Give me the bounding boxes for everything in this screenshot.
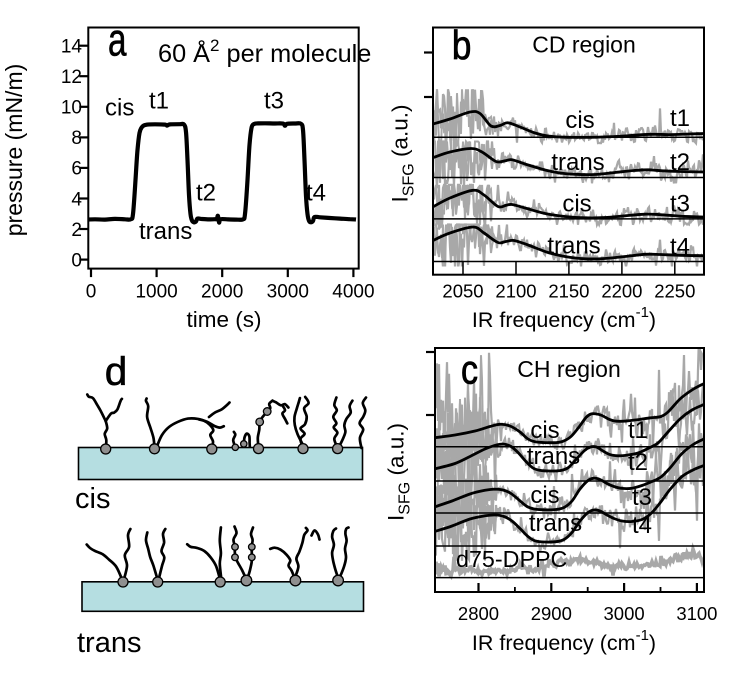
svg-text:time (s): time (s) [187, 307, 262, 332]
svg-text:t3: t3 [632, 484, 652, 511]
svg-text:t2: t2 [628, 449, 648, 476]
svg-text:cis: cis [565, 107, 594, 134]
svg-text:cis: cis [530, 482, 559, 509]
svg-text:cis: cis [562, 191, 591, 218]
svg-text:trans: trans [551, 149, 604, 176]
svg-text:trans: trans [529, 510, 582, 537]
svg-text:t1: t1 [628, 417, 648, 444]
svg-text:8: 8 [71, 128, 82, 149]
svg-text:t1: t1 [149, 88, 169, 115]
svg-text:0: 0 [86, 282, 97, 303]
svg-text:t4: t4 [306, 180, 326, 207]
svg-text:t1: t1 [670, 105, 690, 132]
svg-text:4: 4 [71, 189, 82, 210]
svg-text:10: 10 [61, 98, 82, 119]
svg-text:12: 12 [61, 67, 82, 88]
svg-text:CH region: CH region [517, 356, 621, 382]
svg-text:2: 2 [71, 220, 82, 241]
svg-text:3000: 3000 [604, 603, 645, 624]
svg-text:c: c [461, 347, 478, 393]
svg-text:t2: t2 [196, 180, 216, 207]
svg-text:pressure (mN/m): pressure (mN/m) [1, 64, 27, 237]
svg-text:CD region: CD region [532, 31, 636, 57]
svg-text:IR frequency (cm-1): IR frequency (cm-1) [472, 304, 656, 332]
svg-text:trans: trans [527, 443, 580, 470]
svg-text:t4: t4 [670, 234, 690, 261]
svg-text:2150: 2150 [548, 280, 589, 301]
svg-text:2800: 2800 [458, 603, 499, 624]
svg-text:a: a [108, 13, 127, 65]
svg-text:60 Å2 per molecule: 60 Å2 per molecule [158, 36, 371, 68]
svg-text:t2: t2 [670, 149, 690, 176]
svg-text:cis: cis [530, 417, 559, 444]
svg-text:d: d [105, 350, 128, 394]
svg-text:2000: 2000 [201, 282, 243, 303]
svg-text:2050: 2050 [442, 280, 483, 301]
svg-text:cis: cis [105, 95, 134, 122]
svg-text:0: 0 [71, 250, 82, 271]
svg-text:trans: trans [139, 218, 192, 245]
svg-text:2900: 2900 [531, 603, 572, 624]
svg-text:2100: 2100 [495, 280, 536, 301]
svg-text:3100: 3100 [676, 603, 717, 624]
svg-text:cis: cis [75, 483, 110, 515]
svg-text:IR frequency (cm-1): IR frequency (cm-1) [472, 627, 656, 655]
svg-text:b: b [452, 22, 472, 68]
svg-text:t3: t3 [264, 88, 284, 115]
svg-text:4000: 4000 [332, 282, 374, 303]
svg-text:2250: 2250 [654, 280, 695, 301]
svg-text:1000: 1000 [135, 282, 177, 303]
svg-text:14: 14 [61, 37, 83, 58]
svg-text:3000: 3000 [267, 282, 309, 303]
svg-text:2200: 2200 [601, 280, 642, 301]
svg-text:t4: t4 [632, 512, 652, 539]
svg-text:d75-DPPC: d75-DPPC [456, 546, 567, 572]
svg-text:t3: t3 [670, 191, 690, 218]
svg-text:trans: trans [77, 627, 141, 659]
svg-text:6: 6 [71, 159, 82, 180]
svg-text:trans: trans [547, 233, 600, 260]
